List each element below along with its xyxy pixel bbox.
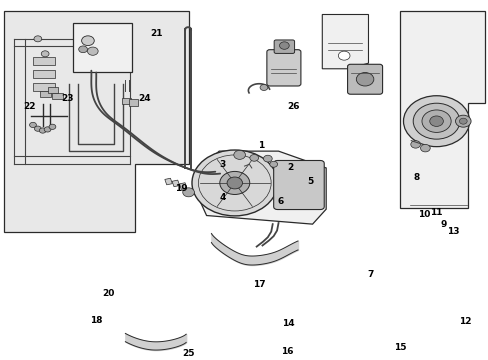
Circle shape	[338, 51, 349, 60]
FancyBboxPatch shape	[73, 23, 131, 72]
Text: 14: 14	[282, 319, 294, 328]
Circle shape	[455, 115, 470, 127]
Bar	[40, 91, 51, 97]
Circle shape	[429, 116, 443, 126]
Bar	[47, 87, 58, 93]
Text: 17: 17	[252, 279, 265, 288]
Circle shape	[30, 122, 36, 127]
Bar	[172, 180, 179, 187]
Circle shape	[219, 171, 249, 194]
Text: 20: 20	[102, 289, 114, 298]
Text: 2: 2	[287, 163, 293, 172]
Text: 3: 3	[219, 160, 225, 169]
Circle shape	[41, 51, 49, 57]
Circle shape	[183, 188, 194, 197]
Circle shape	[79, 46, 87, 53]
Circle shape	[410, 141, 420, 148]
Circle shape	[34, 36, 41, 42]
Text: 26: 26	[286, 102, 299, 111]
Text: 9: 9	[440, 220, 446, 229]
Polygon shape	[200, 151, 325, 224]
Text: 4: 4	[219, 193, 225, 202]
Circle shape	[39, 128, 46, 133]
FancyBboxPatch shape	[273, 161, 324, 210]
Circle shape	[420, 144, 429, 152]
Text: 5: 5	[306, 177, 313, 186]
Circle shape	[260, 85, 267, 90]
Bar	[33, 70, 55, 78]
Bar	[122, 98, 130, 104]
Text: 8: 8	[413, 173, 419, 182]
Circle shape	[263, 155, 272, 162]
Circle shape	[81, 36, 94, 46]
Text: 18: 18	[90, 316, 102, 325]
FancyBboxPatch shape	[274, 40, 294, 53]
Bar	[179, 183, 186, 189]
Text: 10: 10	[417, 210, 430, 219]
Circle shape	[192, 150, 277, 216]
Text: 21: 21	[150, 29, 163, 38]
Bar	[52, 94, 63, 99]
Text: 22: 22	[23, 102, 36, 111]
Text: 6: 6	[277, 197, 284, 206]
Bar	[164, 178, 172, 185]
Bar	[33, 57, 55, 65]
Circle shape	[458, 118, 466, 124]
Text: 7: 7	[367, 270, 373, 279]
Bar	[33, 83, 55, 91]
Text: 12: 12	[459, 317, 471, 326]
Text: 23: 23	[61, 94, 73, 103]
Text: 15: 15	[393, 343, 406, 352]
Circle shape	[34, 126, 41, 131]
Polygon shape	[399, 11, 484, 208]
Bar	[128, 99, 137, 106]
Text: 24: 24	[138, 94, 151, 103]
FancyBboxPatch shape	[347, 64, 382, 94]
Circle shape	[356, 72, 373, 86]
Circle shape	[49, 124, 56, 129]
Text: 1: 1	[258, 141, 264, 150]
Circle shape	[249, 154, 258, 161]
Circle shape	[87, 47, 98, 55]
Text: 16: 16	[280, 347, 292, 356]
Circle shape	[269, 161, 277, 167]
Text: 13: 13	[447, 227, 459, 236]
Polygon shape	[4, 11, 188, 231]
FancyBboxPatch shape	[266, 50, 300, 86]
Circle shape	[226, 177, 242, 189]
Circle shape	[403, 96, 468, 147]
Text: 11: 11	[429, 208, 442, 217]
Circle shape	[421, 110, 450, 132]
Polygon shape	[322, 14, 368, 69]
Circle shape	[279, 42, 288, 49]
Circle shape	[233, 150, 245, 159]
Text: 19: 19	[175, 184, 187, 193]
Circle shape	[412, 103, 459, 139]
Text: 25: 25	[182, 349, 194, 358]
Circle shape	[44, 127, 51, 132]
